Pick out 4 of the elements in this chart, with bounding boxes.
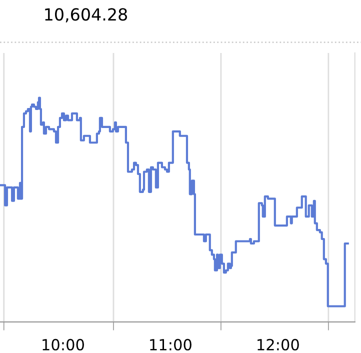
chart-title: 10,604.28: [45, 8, 127, 22]
x-tick-label: 12:00: [258, 338, 299, 350]
x-tick-label: 10:00: [42, 338, 84, 350]
x-tick-label: 11:00: [150, 338, 192, 350]
